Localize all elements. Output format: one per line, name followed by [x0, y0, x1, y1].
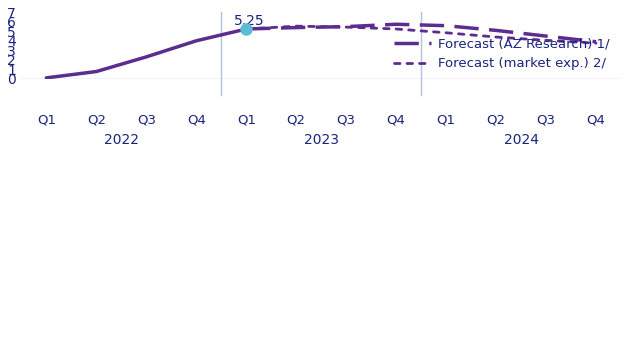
Text: Q3: Q3 [536, 113, 556, 126]
Text: 2024: 2024 [504, 133, 539, 147]
Forecast (market exp.) 2/ [592, 41, 600, 45]
Forecast (AZ Research) 1/ [543, 34, 550, 38]
Forecast (market exp.) 2/ [242, 27, 250, 31]
Line: Forecast (AZ Research) 1/: Forecast (AZ Research) 1/ [246, 24, 596, 42]
Forecast (market exp.) 2/ [492, 35, 500, 39]
Text: Q3: Q3 [337, 113, 355, 126]
Forecast (market exp.) 2/ [293, 24, 300, 28]
Legend: Forecast (AZ Research) 1/, Forecast (market exp.) 2/: Forecast (AZ Research) 1/, Forecast (mar… [389, 32, 614, 76]
Forecast (market exp.) 2/ [342, 25, 350, 29]
Line: Forecast (market exp.) 2/: Forecast (market exp.) 2/ [246, 26, 596, 43]
Text: Q1: Q1 [237, 113, 256, 126]
Text: Q2: Q2 [487, 113, 506, 126]
Text: Q2: Q2 [287, 113, 306, 126]
Forecast (AZ Research) 1/ [242, 27, 250, 31]
Text: Q4: Q4 [587, 113, 605, 126]
Text: 2022: 2022 [104, 133, 139, 147]
Text: 5.25: 5.25 [234, 14, 264, 28]
Text: Q4: Q4 [187, 113, 206, 126]
Text: 2023: 2023 [304, 133, 338, 147]
Forecast (AZ Research) 1/ [342, 24, 350, 29]
Forecast (AZ Research) 1/ [592, 40, 600, 44]
Text: Q3: Q3 [137, 113, 156, 126]
Forecast (market exp.) 2/ [543, 38, 550, 42]
Forecast (market exp.) 2/ [442, 31, 450, 35]
Forecast (AZ Research) 1/ [442, 23, 450, 28]
Forecast (market exp.) 2/ [392, 27, 400, 31]
Text: Q1: Q1 [37, 113, 56, 126]
Forecast (AZ Research) 1/ [293, 26, 300, 30]
Text: Q4: Q4 [387, 113, 406, 126]
Forecast (AZ Research) 1/ [492, 28, 500, 32]
Text: Q1: Q1 [436, 113, 456, 126]
Text: Q2: Q2 [87, 113, 106, 126]
Forecast (AZ Research) 1/ [392, 22, 400, 26]
